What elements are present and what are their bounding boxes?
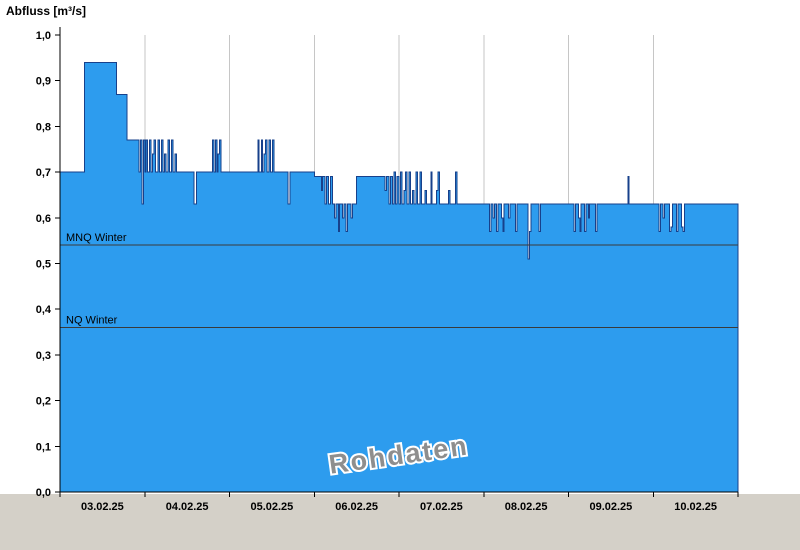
- svg-text:0,0: 0,0: [36, 487, 51, 499]
- svg-text:0,6: 0,6: [36, 213, 51, 225]
- svg-text:05.02.25: 05.02.25: [250, 501, 293, 513]
- svg-text:09.02.25: 09.02.25: [589, 501, 632, 513]
- svg-text:06.02.25: 06.02.25: [335, 501, 378, 513]
- svg-text:0,9: 0,9: [36, 76, 51, 88]
- svg-text:04.02.25: 04.02.25: [166, 501, 209, 513]
- svg-text:07.02.25: 07.02.25: [420, 501, 463, 513]
- axis-footer-band: [0, 494, 800, 550]
- svg-text:1,0: 1,0: [36, 30, 51, 42]
- discharge-area: [60, 62, 738, 493]
- svg-text:03.02.25: 03.02.25: [81, 501, 124, 513]
- reference-lines: MNQ Winter NQ Winter: [60, 232, 738, 328]
- svg-text:0,4: 0,4: [36, 304, 52, 316]
- svg-text:0,5: 0,5: [36, 259, 51, 271]
- chart-title: Abfluss [m³/s]: [6, 4, 87, 18]
- svg-text:0,8: 0,8: [36, 121, 51, 133]
- svg-text:08.02.25: 08.02.25: [505, 501, 548, 513]
- svg-text:10.02.25: 10.02.25: [674, 501, 717, 513]
- svg-text:0,7: 0,7: [36, 167, 51, 179]
- svg-text:0,3: 0,3: [36, 350, 51, 362]
- svg-text:NQ Winter: NQ Winter: [66, 314, 118, 326]
- svg-text:MNQ Winter: MNQ Winter: [66, 232, 127, 244]
- svg-text:0,1: 0,1: [36, 441, 51, 453]
- axis-labels: 0,0 0,1 0,2 0,3 0,4 0,5 0,6 0,7 0,8 0,9 1,0 03.02.2…: [36, 30, 717, 513]
- discharge-line: [60, 61, 739, 492]
- axes: [55, 27, 739, 497]
- svg-text:0,2: 0,2: [36, 396, 51, 408]
